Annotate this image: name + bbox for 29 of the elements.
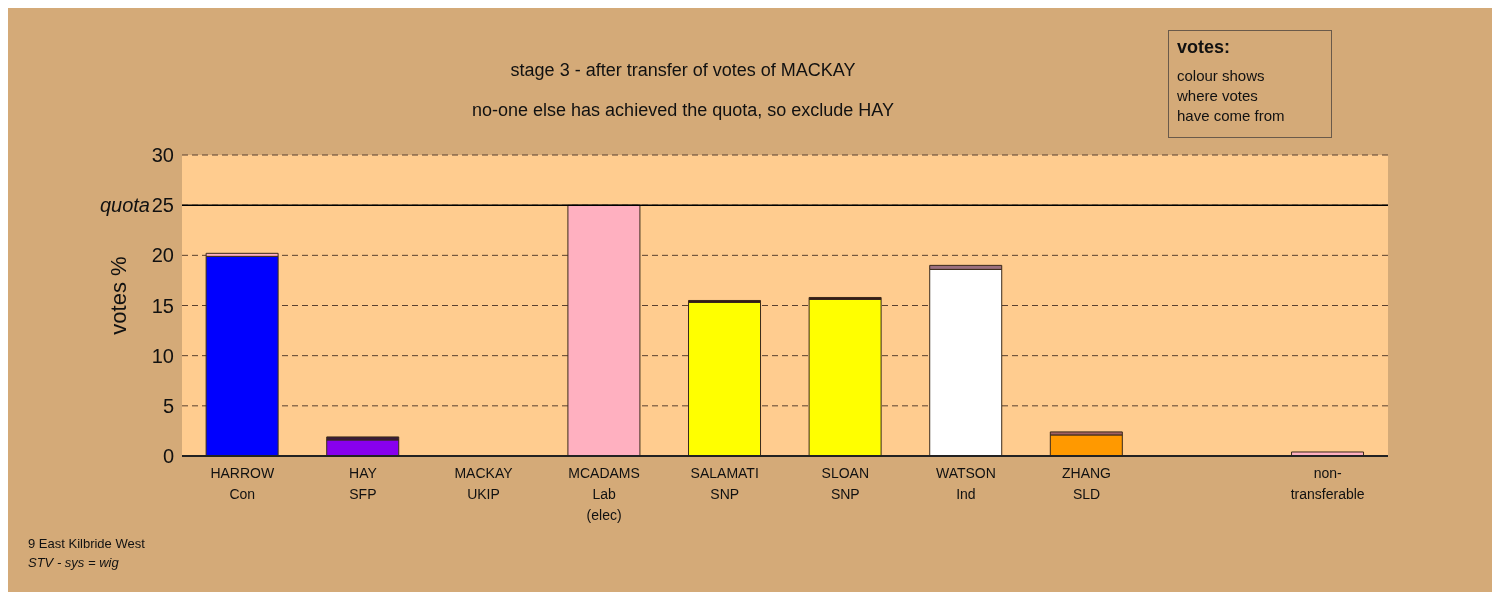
chart-title: stage 3 - after transfer of votes of MACKAY [510,60,856,80]
y-tick-label: 25 [151,194,174,217]
bar [688,301,762,456]
x-tick-label: MCADAMS Lab (elec) [568,465,640,523]
y-tick-label: 30 [151,144,174,167]
text: STV - sys = wig [28,555,119,570]
x-tick-label: HAY SFP [349,465,378,502]
text: 9 East Kilbride West [28,536,145,551]
x-tick-label: SLOAN SNP [821,465,870,502]
x-tick-label: SALAMATI SNP [690,465,759,502]
ref-line-label: quota [99,194,150,217]
text: colour shows where votes have come from [1177,66,1286,126]
bar [929,268,1003,456]
y-tick-label: 0 [162,445,174,468]
chart-subtitle: no-one else has achieved the quota, so exclude HAY [472,100,894,120]
y-tick-label: 10 [151,344,174,367]
x-tick-label: ZHANG SLD [1062,465,1111,502]
y-tick-label: 5 [162,394,174,417]
bar [808,298,882,456]
bar [567,204,641,456]
x-tick-label: MACKAY UKIP [454,465,514,502]
y-tick-label: 20 [151,244,174,267]
y-tick-label: 15 [151,294,174,317]
y-axis-title: votes % [105,256,131,335]
bar [205,255,279,456]
x-tick-label: WATSON Ind [935,465,996,502]
text: votes: [1177,37,1231,58]
x-tick-label: non- transferable [1290,465,1365,502]
x-tick-label: HARROW Con [210,465,275,502]
